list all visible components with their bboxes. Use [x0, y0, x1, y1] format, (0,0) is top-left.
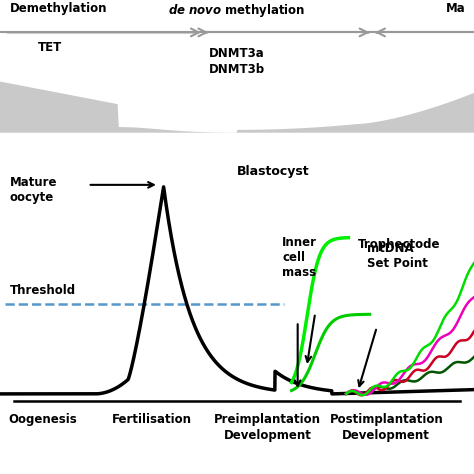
Text: Demethylation: Demethylation [9, 2, 107, 15]
Text: Inner
cell
mass: Inner cell mass [282, 236, 317, 279]
Text: Ma: Ma [446, 2, 465, 15]
Text: $\bfit{de\ novo}$ methylation: $\bfit{de\ novo}$ methylation [168, 2, 306, 18]
Text: Preimplantation
Development: Preimplantation Development [214, 413, 321, 442]
Text: Postimplantation
Development: Postimplantation Development [329, 413, 443, 442]
Text: mtDNA
Set Point: mtDNA Set Point [367, 242, 428, 270]
Text: Threshold: Threshold [9, 284, 76, 297]
Text: Mature
oocyte: Mature oocyte [9, 176, 57, 204]
Text: TET: TET [38, 41, 62, 54]
Polygon shape [0, 82, 474, 133]
Text: Trophectode: Trophectode [358, 238, 440, 251]
Text: Blastocyst: Blastocyst [237, 165, 310, 178]
Text: DNMT3a
DNMT3b: DNMT3a DNMT3b [209, 47, 265, 76]
Text: Oogenesis: Oogenesis [8, 413, 77, 426]
Text: Fertilisation: Fertilisation [112, 413, 191, 426]
